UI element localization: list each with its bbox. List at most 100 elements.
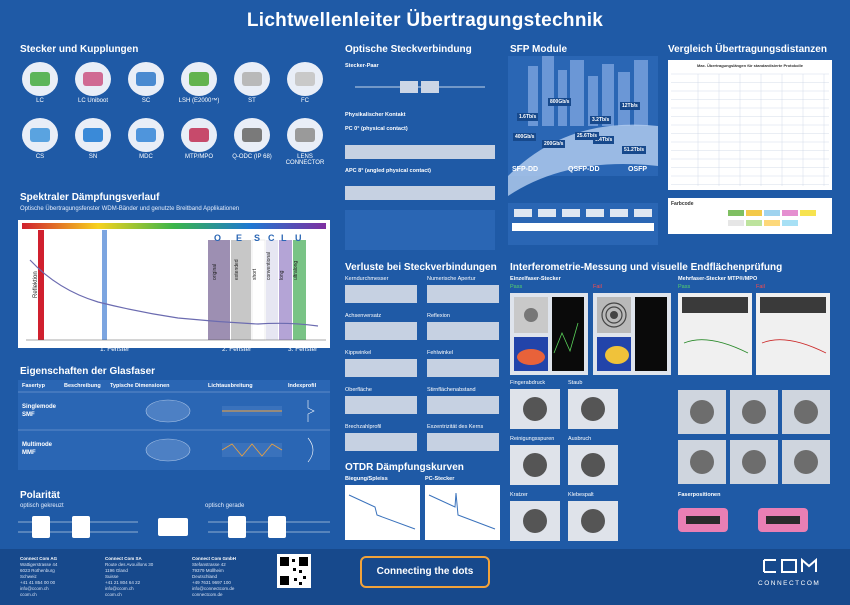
connector-image xyxy=(75,62,111,96)
sfp-speed-badge: 51.2Tb/s xyxy=(622,146,647,154)
fenster-1: 1. Fenster xyxy=(100,346,130,353)
attenuation-curve xyxy=(29,259,319,327)
farbcode-label: Farbcode xyxy=(671,201,694,207)
verlust-label: Achsenversatz xyxy=(345,313,382,319)
connector-label: Q-ODC (IP 68) xyxy=(232,154,272,160)
footer-company-address: Route des Avouillons 30 1196 Gland Suiss… xyxy=(105,562,154,597)
defect-label: Reinigungsspuren xyxy=(510,436,555,442)
verlust-diagram xyxy=(345,322,417,340)
endface-image xyxy=(678,440,726,484)
verlust-label: Fehlwinkel xyxy=(427,350,453,356)
sfp-modules-row xyxy=(508,203,658,245)
endface-image xyxy=(678,390,726,434)
sfp-speed-badge: 1.6Tb/s xyxy=(517,113,539,121)
vergleich-table: Max. Übertragungslängen für standardisie… xyxy=(668,60,832,190)
verluste-heading: Verluste bei Steckverbindungen xyxy=(345,262,497,273)
otdr-heading: OTDR Dämpfungskurven xyxy=(345,462,464,473)
verlust-diagram xyxy=(427,322,499,340)
endface-image xyxy=(730,390,778,434)
footer-company-name: Connect Com GmbH xyxy=(192,556,237,561)
fenster-2: 2. Fenster xyxy=(222,346,252,353)
spektral-subtitle: Optische Übertragungsfenster WDM-Bänder … xyxy=(20,206,240,212)
band-letter: O xyxy=(214,233,222,243)
band-name: short xyxy=(252,268,258,280)
sfp-speed-badge: 3.2Tb/s xyxy=(590,116,612,124)
sfp-speed-badge: 12Tb/s xyxy=(620,102,640,110)
connector-label: SN xyxy=(88,154,98,160)
defect-image xyxy=(568,501,618,541)
connector-label: LENS CONNECTOR xyxy=(285,154,325,166)
otdr-pc-label: PC-Stecker xyxy=(425,476,455,482)
band-name: long xyxy=(279,270,285,280)
apc-label: APC 8° (angled physical contact) xyxy=(345,168,431,174)
band-letter: U xyxy=(295,233,302,243)
reflektion-label: Reflektion xyxy=(33,271,39,298)
interfero-screen-pass xyxy=(510,293,588,375)
physikalisch-label: Physikalischer Kontakt xyxy=(345,112,406,118)
footer-company-name: Connect Com AG xyxy=(20,556,58,561)
sfp-speed-badge: 6.4Tb/s xyxy=(593,136,615,144)
band-letter: C xyxy=(268,233,275,243)
poster-title: Lichtwellenleiter Übertragungstechnik xyxy=(246,10,604,31)
verlust-label: Reflexion xyxy=(427,313,450,319)
band-letter: L xyxy=(281,233,287,243)
connector-image xyxy=(22,62,58,96)
glasfaser-drawings xyxy=(18,391,330,463)
verlust-diagram xyxy=(345,359,417,377)
mtp-screen-pass xyxy=(678,293,752,375)
connector-image xyxy=(22,118,58,152)
band-e xyxy=(231,240,251,340)
fail-label-1: Fail xyxy=(593,284,602,290)
vergleich-heading: Vergleich Übertragungsdistanzen xyxy=(668,44,827,55)
glasfaser-heading: Eigenschaften der Glasfaser xyxy=(20,366,156,377)
connector-image xyxy=(75,118,111,152)
glasfaser-header: Typische Dimensionen xyxy=(110,383,170,389)
mmf-code: MMF xyxy=(22,450,36,456)
band-o xyxy=(208,240,230,340)
verlust-label: Exzentrizität des Kerns xyxy=(427,424,484,430)
footer xyxy=(0,549,850,605)
band-name: original xyxy=(212,263,218,280)
glasfaser-header: Indexprofil xyxy=(288,383,317,389)
polaritaet-diagram xyxy=(18,516,330,538)
endface-image xyxy=(730,440,778,484)
band-name: ultralong xyxy=(293,260,299,280)
verlust-label: Oberfläche xyxy=(345,387,372,393)
connector-label: SC xyxy=(141,98,151,104)
connector-image xyxy=(287,62,323,96)
defect-image xyxy=(568,389,618,429)
fenster1-band xyxy=(102,230,107,340)
band-l xyxy=(279,240,292,340)
fenster-3: 3. Fenster xyxy=(288,346,318,353)
optische-notes xyxy=(345,210,495,250)
connector-label: LC xyxy=(36,98,44,104)
band-s xyxy=(251,239,266,341)
verlust-label: Numerische Apertur xyxy=(427,276,476,282)
connector-image xyxy=(234,62,270,96)
sfp-form-factor: QSFP-DD xyxy=(568,166,600,173)
verlust-diagram xyxy=(345,285,417,303)
mtp-screen-fail xyxy=(756,293,830,375)
stecker-paar-diagram xyxy=(355,81,485,93)
pc-label: PC 0° (physical contact) xyxy=(345,126,408,132)
band-u xyxy=(293,240,306,340)
apc-diagram xyxy=(345,186,495,200)
sfp-speed-badge: 400Gb/s xyxy=(513,133,537,141)
otdr-biegung-label: Biegung/Spleiss xyxy=(345,476,388,482)
connector-image xyxy=(234,118,270,152)
sfp-form-factor: OSFP xyxy=(628,166,648,173)
endface-image xyxy=(782,390,830,434)
endface-image xyxy=(782,440,830,484)
band-letter: S xyxy=(254,233,261,243)
pol-gerade: optisch gerade xyxy=(205,503,245,509)
footer-company-address: Stefanstrasse 42 79379 Müllheim Deutschl… xyxy=(192,562,235,597)
pass-label-2: Pass xyxy=(678,284,691,290)
reflektion-band xyxy=(38,230,44,340)
spektral-chart xyxy=(22,223,326,341)
defect-label: Staub xyxy=(568,380,583,386)
connector-label: FC xyxy=(301,98,309,104)
qr-code[interactable] xyxy=(277,554,311,588)
verlust-label: Stirnflächenabstand xyxy=(427,387,476,393)
connecting-the-dots-button[interactable]: Connecting the dots xyxy=(360,556,490,588)
verlust-diagram xyxy=(427,359,499,377)
